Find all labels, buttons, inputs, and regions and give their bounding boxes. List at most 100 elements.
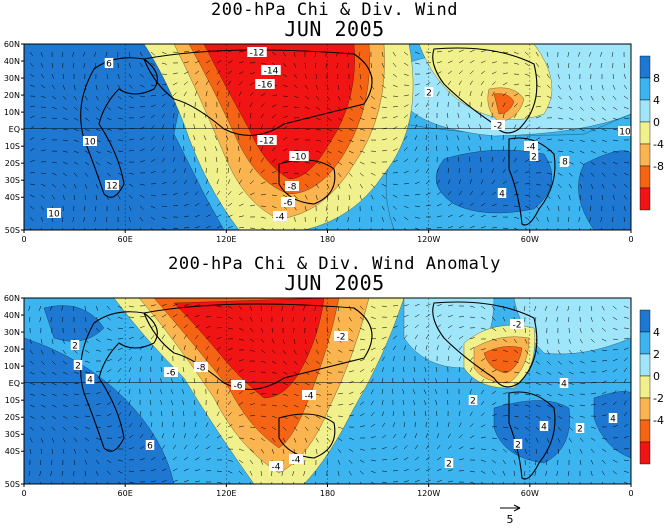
wind-vector (315, 371, 321, 375)
chart-2-title: 200-hPa Chi & Div. Wind Anomaly JUN 2005 (168, 254, 501, 295)
wind-vector (589, 227, 592, 230)
wind-vector (513, 459, 516, 465)
wind-vector (150, 457, 156, 461)
wind-vector (579, 95, 583, 101)
wind-vector (446, 146, 449, 152)
wind-vector (535, 106, 541, 108)
wind-vector (546, 227, 548, 230)
contour-label-bg (524, 141, 538, 151)
wind-vector (95, 316, 99, 322)
wind-vector (568, 128, 574, 131)
wind-vector (194, 422, 197, 428)
wind-vector (392, 160, 398, 163)
wind-vector (226, 135, 229, 141)
wind-vector (359, 183, 363, 189)
wind-vector (205, 335, 211, 340)
wind-vector (359, 390, 364, 395)
contour-label: -6 (284, 199, 293, 209)
wind-vector (227, 202, 233, 207)
wind-vector (601, 470, 605, 476)
wind-vector (72, 227, 75, 230)
wind-vector (403, 367, 405, 373)
wind-vector (612, 106, 618, 111)
wind-vector (337, 117, 343, 121)
wind-vector (216, 481, 222, 484)
wind-vector (381, 400, 384, 406)
wind-vector (359, 401, 364, 406)
contour-label-bg (104, 58, 114, 68)
wind-vector (73, 194, 76, 200)
wind-vector (524, 349, 529, 354)
wind-vector (579, 448, 583, 454)
wind-vector (578, 62, 581, 68)
wind-vector (249, 448, 255, 453)
wind-vector (73, 404, 79, 407)
wind-vector (326, 426, 332, 430)
wind-vector (227, 191, 232, 196)
wind-vector (601, 95, 605, 101)
wind-vector (568, 481, 570, 484)
wind-vector (84, 415, 90, 417)
wind-vector (28, 305, 31, 311)
wind-vector (150, 51, 155, 56)
wind-vector (337, 139, 343, 143)
wind-vector (62, 216, 64, 222)
wind-vector (612, 358, 618, 362)
wind-vector (524, 327, 527, 333)
wind-vector (139, 470, 145, 472)
wind-vector (414, 468, 420, 472)
wind-vector (194, 70, 200, 75)
wind-vector (182, 378, 185, 384)
reference-arrowhead (513, 504, 521, 512)
wind-vector (117, 481, 122, 484)
wind-vector (139, 51, 143, 57)
wind-vector (436, 422, 438, 428)
wind-vector (524, 382, 530, 385)
wind-vector (304, 106, 310, 110)
wind-vector (51, 371, 57, 375)
wind-vector (480, 191, 485, 196)
wind-vector (238, 401, 244, 406)
wind-vector (172, 146, 175, 152)
wind-vector (590, 437, 596, 441)
wind-vector (348, 470, 352, 476)
wind-vector (315, 360, 321, 365)
wind-vector (95, 349, 101, 352)
wind-vector (237, 135, 240, 141)
wind-vector (227, 70, 233, 75)
wind-vector (172, 168, 176, 174)
wind-vector (491, 369, 497, 373)
wind-vector (193, 135, 196, 141)
wind-vector (469, 214, 475, 218)
wind-vector (403, 422, 406, 428)
wind-vector (403, 469, 409, 472)
contour-label: 4 (87, 376, 93, 386)
wind-vector (425, 113, 428, 119)
wind-vector (150, 433, 154, 439)
wind-vector (579, 349, 584, 354)
contour-label: 4 (610, 415, 616, 425)
wind-vector (227, 436, 233, 439)
wind-vector (73, 448, 77, 454)
wind-vector (414, 83, 420, 86)
wind-vector (513, 135, 517, 141)
wind-vector (502, 470, 506, 476)
wind-vector (579, 128, 585, 132)
wind-vector (161, 51, 167, 55)
wind-vector (502, 437, 508, 441)
wind-vector (590, 338, 595, 343)
wind-vector (128, 183, 134, 187)
wind-vector (84, 459, 88, 465)
wind-vector (40, 426, 45, 431)
wind-vector (557, 404, 563, 408)
wind-vector (359, 150, 365, 153)
wind-vector (436, 168, 439, 174)
wind-vector (193, 389, 196, 395)
contour-fill (493, 400, 570, 464)
wind-vector (326, 338, 330, 344)
wind-vector (480, 168, 483, 174)
wind-vector (73, 415, 79, 419)
wind-vector (590, 139, 596, 143)
wind-vector (205, 470, 211, 472)
wind-vector (128, 127, 134, 130)
